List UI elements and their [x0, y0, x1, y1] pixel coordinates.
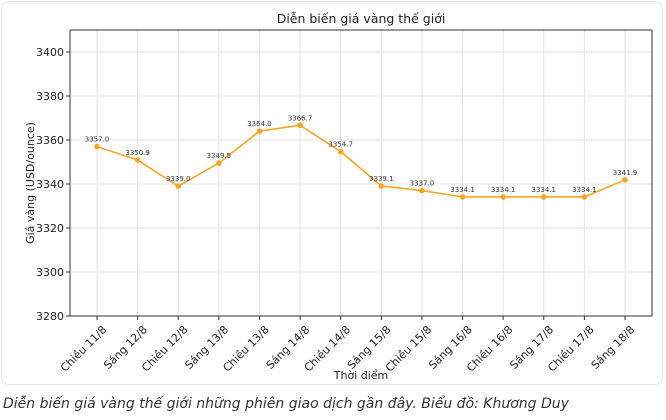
data-label: 3341.9	[613, 169, 638, 177]
data-label: 3349.5	[207, 152, 232, 160]
data-point	[581, 194, 588, 200]
data-point	[256, 128, 263, 134]
data-labels: 3357.0 3350.9 3339.0 3349.5 3364.0 3366.7 3354…	[85, 114, 638, 194]
x-tick-label: Sáng 18/8	[589, 323, 638, 372]
y-tick-label: 3380	[36, 90, 64, 103]
y-tick-label: 3360	[36, 134, 64, 147]
data-label: 3334.1	[572, 186, 597, 194]
y-tick-label: 3280	[36, 310, 64, 323]
data-label: 3334.1	[532, 186, 557, 194]
figure-caption: Diễn biến giá vàng thế giới những phiên …	[3, 396, 569, 412]
data-point	[337, 148, 344, 155]
data-point	[459, 194, 466, 200]
data-point	[540, 194, 547, 200]
data-point	[216, 160, 222, 166]
x-axis-title: Thời điểm	[333, 369, 389, 382]
data-point	[175, 183, 182, 189]
y-tick-label: 3400	[36, 46, 64, 59]
data-point	[134, 157, 141, 163]
data-label: 3334.1	[450, 186, 475, 194]
y-axis-title: Giá vàng (USD/ounce)	[24, 122, 37, 244]
chart-title: Diễn biến giá vàng thế giới	[277, 11, 446, 26]
y-tick-label: 3320	[36, 222, 64, 235]
data-label: 3357.0	[85, 136, 110, 144]
data-label: 3350.9	[125, 149, 150, 157]
series-line	[96, 124, 626, 198]
y-tick-label: 3300	[36, 266, 64, 279]
data-point	[500, 194, 506, 200]
data-label: 3354.7	[328, 141, 353, 149]
y-axis-ticks: 3280 3300 3320 3340 3360 3380 3400	[36, 46, 70, 323]
data-label: 3366.7	[288, 114, 313, 122]
data-point	[297, 122, 303, 129]
line-chart: Diễn biến giá vàng thế giới 3280 3300 3320…	[24, 11, 653, 382]
grid-lines	[70, 30, 652, 317]
data-point	[622, 177, 628, 183]
y-tick-label: 3340	[36, 178, 64, 191]
chart-panel: Diễn biến giá vàng thế giới 3280 3300 3320…	[1, 1, 663, 385]
data-label: 3334.1	[491, 186, 516, 194]
x-tick-label: Chiều 11/8	[58, 323, 109, 374]
data-point	[94, 143, 100, 150]
data-point	[378, 183, 385, 189]
price-series	[94, 122, 628, 200]
axes	[69, 29, 653, 317]
data-label: 3339.0	[166, 175, 191, 183]
data-label: 3364.0	[247, 120, 272, 128]
data-label: 3337.0	[410, 180, 435, 188]
data-point	[419, 187, 425, 194]
data-label: 3339.1	[369, 175, 394, 183]
